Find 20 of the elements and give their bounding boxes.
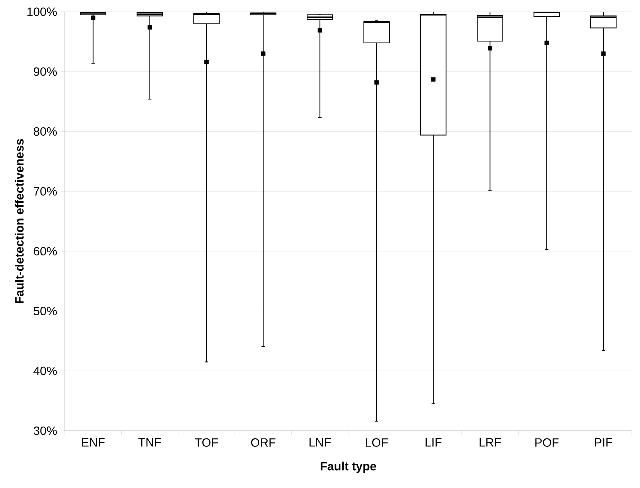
y-tick-label: 60% [34,247,58,256]
y-axis-title: Fault-detection effectiveness [15,139,24,304]
y-tick-label: 50% [34,307,58,316]
x-axis-title: Fault type [320,462,376,474]
x-tick-label: POF [536,438,559,448]
y-tick-label: 80% [34,127,58,136]
x-tick-label: ORF [251,438,276,448]
y-tick-label: 30% [34,426,58,436]
x-tick-label: TNF [138,438,162,447]
x-tick-label: TOF [195,438,218,448]
x-tick-label: LIF [426,438,442,447]
x-tick-label: LNF [310,438,332,447]
y-tick-label: 70% [34,187,58,196]
x-tick-label: LRF [480,438,502,447]
y-tick-label: 90% [34,68,58,76]
x-tick-label: PIF [595,438,613,447]
x-tick-label: ENF [82,438,105,447]
y-tick-label: 40% [34,366,58,376]
x-tick-label: LOF [366,438,388,448]
y-tick-label: 100% [28,8,58,16]
